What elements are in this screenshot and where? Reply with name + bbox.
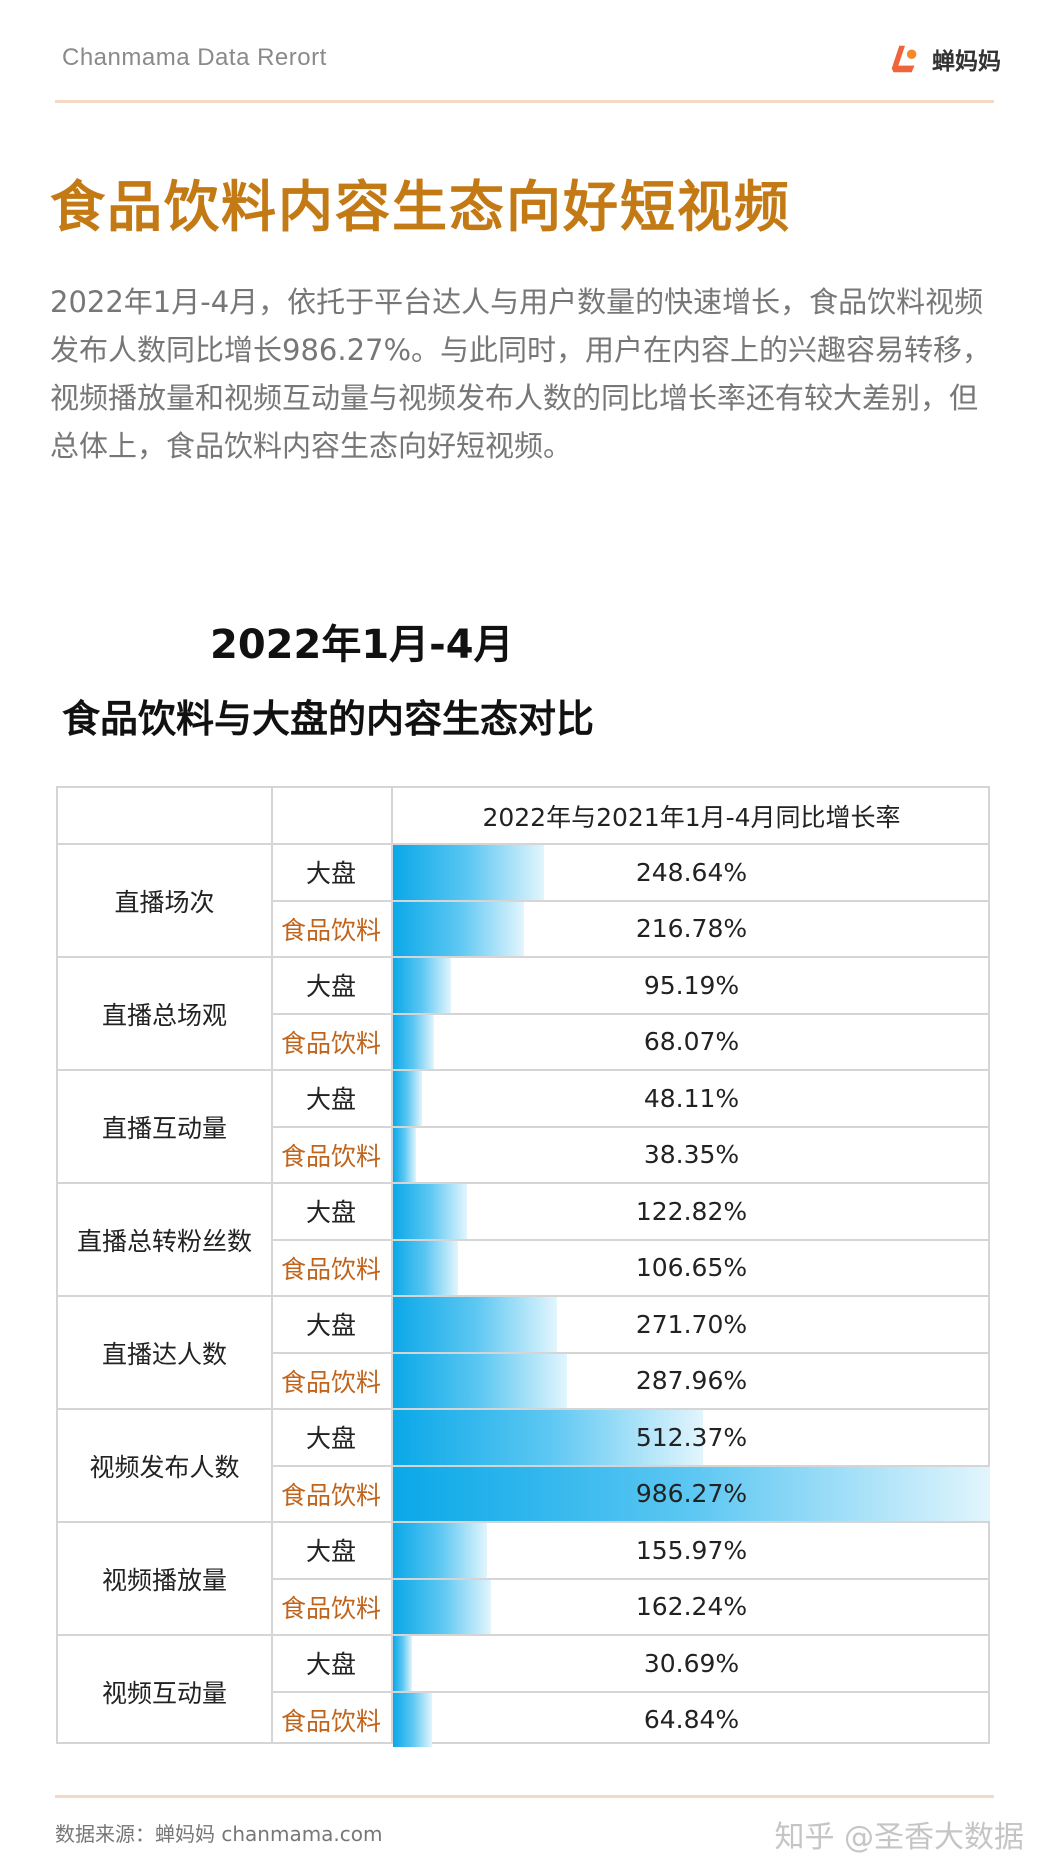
- table-row-divider: [271, 1690, 988, 1693]
- market-series-label: 大盘: [305, 859, 356, 889]
- market-growth-value: 30.69%: [643, 1648, 740, 1678]
- food-growth-bar: [393, 1353, 568, 1408]
- market-series-label: 大盘: [305, 1537, 356, 1567]
- food-growth-bar: [393, 1127, 417, 1182]
- table-row-divider: [271, 899, 988, 902]
- food-series-label: 食品饮料: [280, 1367, 381, 1397]
- category-label: 直播总转粉丝数: [76, 1226, 252, 1256]
- market-growth-value: 122.82%: [635, 1196, 748, 1226]
- footer-source: 数据来源：蝉妈妈 chanmama.com: [55, 1822, 383, 1846]
- food-growth-bar: [393, 901, 525, 956]
- food-growth-bar: [393, 1692, 433, 1747]
- market-growth-bar: [393, 1636, 412, 1691]
- food-growth-bar: [393, 1240, 458, 1295]
- market-growth-bar: [393, 958, 451, 1013]
- market-growth-bar: [393, 1523, 488, 1578]
- food-growth-value: 68.07%: [643, 1027, 740, 1057]
- chanmama-logo-icon: [891, 45, 917, 73]
- food-series-label: 食品饮料: [280, 1254, 381, 1284]
- table-row-divider: [58, 1634, 988, 1636]
- chart-subtitle: 食品饮料与大盘的内容生态对比: [62, 697, 595, 741]
- food-series-label: 食品饮料: [280, 1480, 381, 1510]
- table-row-divider: [271, 1577, 988, 1580]
- category-label: 直播场次: [114, 887, 215, 917]
- category-label: 直播总场观: [101, 1000, 227, 1030]
- food-series-label: 食品饮料: [280, 1028, 381, 1058]
- table-row-divider: [58, 843, 988, 845]
- table-row-divider: [58, 1295, 988, 1297]
- table-row-divider: [58, 1408, 988, 1410]
- market-series-label: 大盘: [305, 1650, 356, 1680]
- food-growth-bar: [393, 1579, 492, 1634]
- brand-title: Chanmama Data Rerort: [62, 44, 327, 71]
- food-growth-value: 106.65%: [635, 1253, 748, 1283]
- table-row-divider: [271, 1238, 988, 1241]
- market-series-label: 大盘: [305, 1085, 356, 1115]
- column-header: 2022年与2021年1月-4月同比增长率: [482, 803, 901, 832]
- market-growth-value: 95.19%: [643, 970, 740, 1000]
- page-title: 食品饮料内容生态向好短视频: [50, 175, 792, 239]
- market-growth-value: 512.37%: [635, 1422, 748, 1452]
- market-growth-value: 271.70%: [635, 1309, 748, 1339]
- market-growth-value: 155.97%: [635, 1535, 748, 1565]
- table-row-divider: [271, 1351, 988, 1354]
- food-growth-value: 287.96%: [635, 1366, 748, 1396]
- market-growth-value: 248.64%: [635, 857, 748, 887]
- table-column-divider: [391, 788, 393, 1742]
- table-row-divider: [271, 1125, 988, 1128]
- table-row-divider: [58, 1069, 988, 1071]
- category-label: 直播达人数: [101, 1339, 227, 1369]
- chart-title: 2022年1月-4月: [210, 622, 514, 668]
- food-series-label: 食品饮料: [280, 1593, 381, 1623]
- category-label: 视频发布人数: [89, 1452, 240, 1482]
- table-row-divider: [58, 1182, 988, 1184]
- table-row-divider: [271, 1464, 988, 1467]
- food-growth-value: 64.84%: [643, 1705, 740, 1735]
- comparison-table: 2022年与2021年1月-4月同比增长率 直播场次 大盘 248.64% 食品饮料 2…: [56, 786, 990, 1747]
- food-growth-value: 38.35%: [643, 1140, 740, 1170]
- food-series-label: 食品饮料: [280, 915, 381, 945]
- table-row-divider: [58, 956, 988, 958]
- logo: 蝉妈妈: [886, 40, 1001, 78]
- table-row-divider: [271, 1012, 988, 1015]
- food-series-label: 食品饮料: [280, 1141, 381, 1171]
- food-series-label: 食品饮料: [280, 1706, 381, 1736]
- market-series-label: 大盘: [305, 1311, 356, 1341]
- market-growth-bar: [393, 1410, 704, 1465]
- table-row-divider: [58, 1521, 988, 1523]
- food-growth-value: 216.78%: [635, 914, 748, 944]
- table-column-divider: [271, 788, 273, 1742]
- market-growth-bar: [393, 1071, 423, 1126]
- category-label: 直播互动量: [101, 1113, 227, 1143]
- market-series-label: 大盘: [305, 972, 356, 1002]
- market-series-label: 大盘: [305, 1424, 356, 1454]
- market-growth-value: 48.11%: [643, 1083, 740, 1113]
- market-growth-bar: [393, 845, 544, 900]
- food-growth-value: 986.27%: [635, 1479, 748, 1509]
- market-series-label: 大盘: [305, 1198, 356, 1228]
- market-growth-bar: [393, 1184, 468, 1239]
- footer-divider: [55, 1795, 994, 1798]
- category-label: 视频互动量: [101, 1678, 227, 1708]
- market-growth-bar: [393, 1297, 558, 1352]
- intro-paragraph: 2022年1月-4月，依托于平台达人与用户数量的快速增长，食品饮料视频发布人数同…: [50, 285, 992, 463]
- category-label: 视频播放量: [101, 1565, 227, 1595]
- logo-text: 蝉妈妈: [932, 49, 1001, 75]
- watermark: 知乎 @圣香大数据: [774, 1820, 1024, 1855]
- header-divider: [55, 100, 994, 103]
- food-growth-bar: [393, 1014, 435, 1069]
- food-growth-value: 162.24%: [635, 1592, 748, 1622]
- food-growth-bar: [393, 1466, 990, 1521]
